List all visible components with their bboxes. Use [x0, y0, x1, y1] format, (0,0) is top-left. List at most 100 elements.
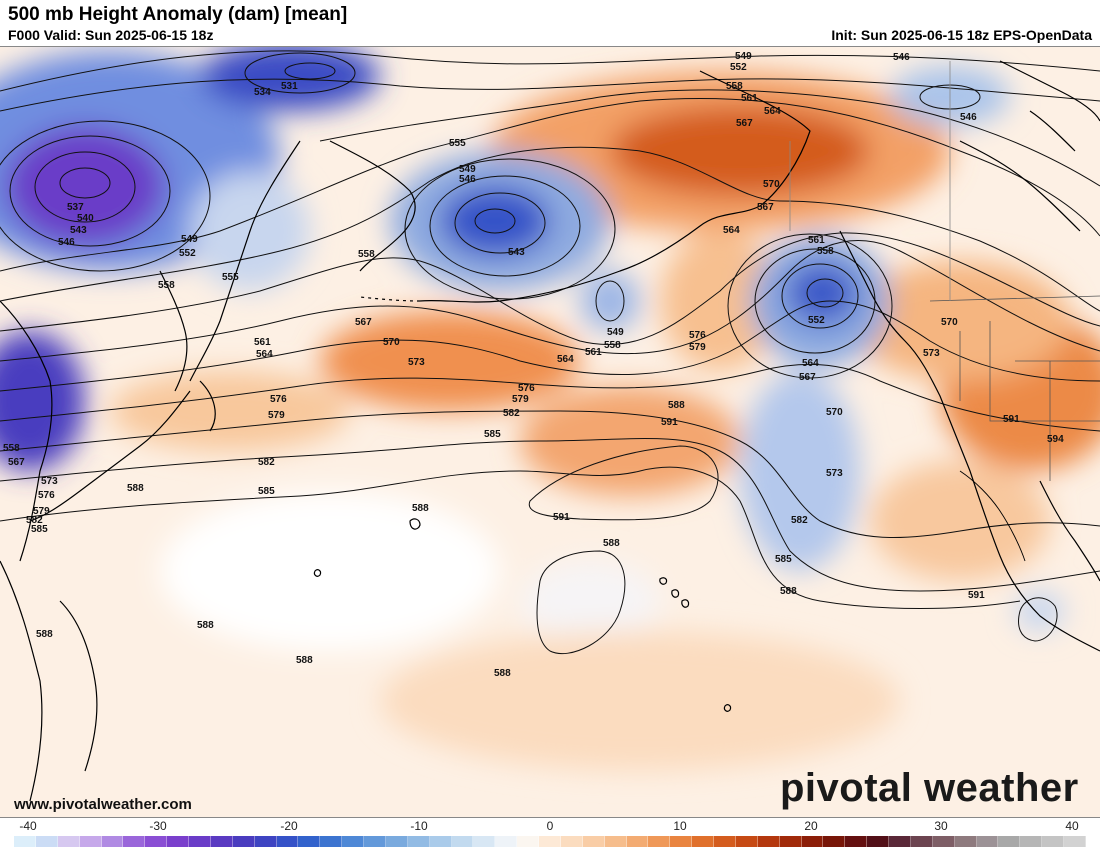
colorbar: -40 -30 -20 -10 0 10 20 30 40 — [0, 818, 1100, 850]
contour-label: 585 — [484, 429, 501, 440]
colorbar-swatch — [145, 836, 168, 847]
colorbar-swatch — [57, 836, 80, 847]
contour-label: 558 — [358, 249, 375, 260]
contour-label: 570 — [383, 337, 400, 348]
contour-label: 555 — [222, 272, 239, 283]
colorbar-swatch — [582, 836, 605, 847]
colorbar-swatch — [845, 836, 868, 847]
contour-label: 573 — [826, 468, 843, 479]
colorbar-tick: 30 — [934, 819, 948, 833]
colorbar-swatch — [517, 836, 539, 847]
colorbar-swatch — [932, 836, 955, 847]
colorbar-swatch — [976, 836, 999, 847]
anomaly-shading — [0, 47, 1100, 771]
contour-label: 588 — [412, 503, 429, 514]
contour-label: 579 — [512, 394, 529, 405]
colorbar-swatch — [1042, 836, 1064, 847]
contour-label: 570 — [941, 317, 958, 328]
contour-label: 567 — [355, 317, 372, 328]
contour-label: 591 — [1003, 414, 1020, 425]
contour-label: 591 — [661, 417, 678, 428]
contour-label: 576 — [270, 394, 287, 405]
contour-label: 552 — [179, 248, 196, 259]
colorbar-swatch — [298, 836, 321, 847]
colorbar-swatch — [670, 836, 693, 847]
contour-label: 570 — [826, 407, 843, 418]
colorbar-tick: 10 — [673, 819, 687, 833]
contour-label: 567 — [8, 457, 25, 468]
colorbar-swatch — [407, 836, 430, 847]
contour-label: 561 — [254, 337, 271, 348]
colorbar-swatches — [14, 836, 1086, 847]
colorbar-swatch — [954, 836, 977, 847]
contour-label: 582 — [503, 408, 520, 419]
colorbar-tick: -40 — [19, 819, 37, 833]
contour-label: 537 — [67, 202, 84, 213]
colorbar-tick: 20 — [804, 819, 818, 833]
contour-label: 588 — [127, 483, 144, 494]
contour-label: 561 — [585, 347, 602, 358]
contour-label: 546 — [960, 112, 977, 123]
colorbar-swatch — [604, 836, 627, 847]
contour-label: 564 — [802, 358, 819, 369]
height-contours — [0, 50, 1100, 655]
contour-label: 588 — [197, 620, 214, 631]
colorbar-swatch — [692, 836, 714, 847]
contour-label: 564 — [256, 349, 273, 360]
colorbar-swatch — [889, 836, 911, 847]
map-title: 500 mb Height Anomaly (dam) [mean] — [8, 4, 348, 25]
contour-label: 531 — [281, 81, 298, 92]
contour-label: 588 — [494, 668, 511, 679]
colorbar-swatch — [1020, 836, 1043, 847]
colorbar-swatch — [823, 836, 846, 847]
colorbar-swatch — [101, 836, 124, 847]
contour-label: 591 — [553, 512, 570, 523]
colorbar-swatch — [998, 836, 1021, 847]
contour-label: 549 — [607, 327, 624, 338]
contour-label: 573 — [923, 348, 940, 359]
coastlines — [0, 60, 1100, 802]
contour-label: 546 — [893, 52, 910, 63]
contour-labels: 549 552 546 558 561 564 567 546 531 534 … — [3, 51, 1064, 679]
contour-label: 558 — [817, 246, 834, 257]
contour-label: 546 — [58, 237, 75, 248]
colorbar-swatch — [910, 836, 933, 847]
colorbar-swatch — [167, 836, 189, 847]
colorbar-swatch — [429, 836, 452, 847]
colorbar-swatch — [648, 836, 671, 847]
contour-label: 549 — [735, 51, 752, 62]
contour-label: 561 — [808, 235, 825, 246]
valid-time: F000 Valid: Sun 2025-06-15 18z — [8, 27, 214, 43]
colorbar-tick: -30 — [149, 819, 167, 833]
contour-label: 549 — [181, 234, 198, 245]
header: 500 mb Height Anomaly (dam) [mean] F000 … — [0, 0, 1100, 46]
colorbar-swatch — [473, 836, 496, 847]
contour-label: 543 — [508, 247, 525, 258]
contour-label: 549 — [459, 164, 476, 175]
colorbar-swatch — [495, 836, 518, 847]
colorbar-swatch — [714, 836, 736, 847]
contour-label: 564 — [764, 106, 781, 117]
contour-label: 573 — [408, 357, 425, 368]
colorbar-swatch — [364, 836, 386, 847]
contour-label: 561 — [741, 93, 758, 104]
colorbar-swatch — [342, 836, 364, 847]
contour-label: 540 — [77, 213, 94, 224]
contour-label: 582 — [791, 515, 808, 526]
contour-label: 558 — [604, 340, 621, 351]
contour-label: 558 — [3, 443, 20, 454]
colorbar-swatch — [232, 836, 255, 847]
colorbar-swatch — [867, 836, 889, 847]
anomaly-map: 549 552 546 558 561 564 567 546 531 534 … — [0, 47, 1100, 817]
colorbar-tick: 0 — [546, 819, 554, 833]
colorbar-swatch — [320, 836, 343, 847]
contour-label: 582 — [26, 515, 43, 526]
contour-label: 582 — [258, 457, 275, 468]
colorbar-swatch — [539, 836, 561, 847]
contour-label: 543 — [70, 225, 87, 236]
colorbar-swatch — [276, 836, 299, 847]
contour-label: 579 — [268, 410, 285, 421]
contour-label: 558 — [158, 280, 175, 291]
contour-label: 588 — [36, 629, 53, 640]
map-panel[interactable]: 549 552 546 558 561 564 567 546 531 534 … — [0, 46, 1100, 818]
